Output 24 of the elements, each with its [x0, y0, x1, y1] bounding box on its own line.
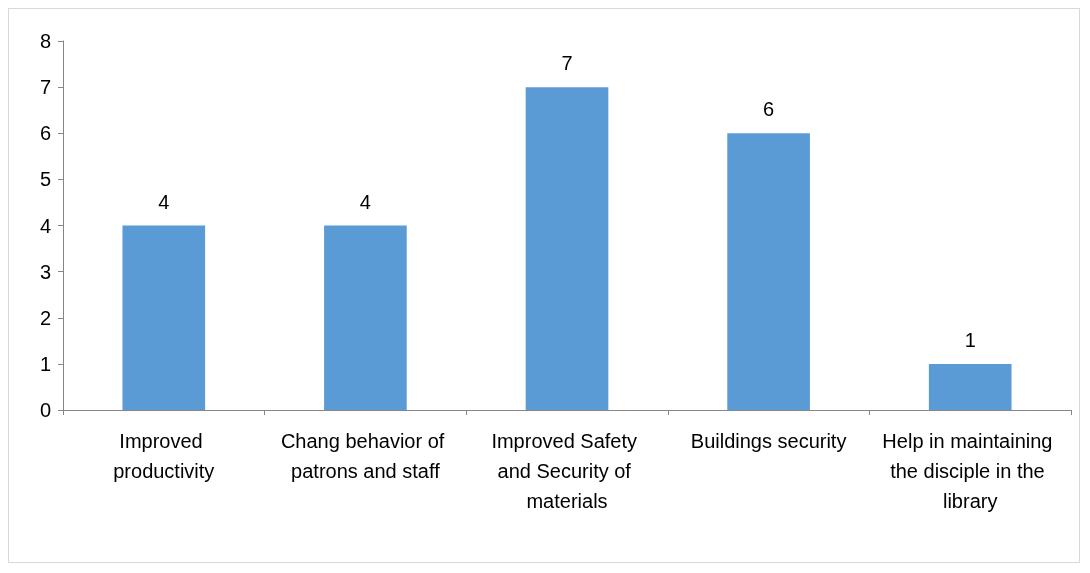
data-label: 6 [763, 98, 775, 121]
y-tick-label: 2 [39, 306, 51, 329]
bar [122, 225, 206, 410]
bar [525, 87, 609, 410]
bar [324, 225, 407, 410]
y-tick-label: 3 [39, 260, 51, 283]
y-tick-label: 5 [39, 168, 51, 191]
y-tick-label: 7 [39, 76, 51, 99]
bar [928, 363, 1012, 410]
data-label: 4 [158, 190, 170, 213]
y-tick-label: 1 [39, 352, 51, 375]
data-label: 7 [561, 52, 573, 75]
data-label: 1 [964, 328, 976, 351]
bar [727, 133, 810, 410]
y-tick-label: 6 [39, 122, 51, 145]
y-tick-label: 8 [39, 30, 51, 52]
y-tick-label: 0 [39, 399, 51, 421]
x-tick-label: Improved productivity [113, 430, 215, 482]
data-label: 4 [359, 190, 371, 213]
y-tick-label: 4 [39, 214, 51, 237]
x-tick-label: Improved Safety and Security of materials [491, 430, 643, 512]
x-tick-label: Help in maintaining the disciple in the library [882, 430, 1059, 512]
x-tick-label: Buildings security [690, 430, 847, 452]
x-tick-label: Chang behavior of patrons and staff [280, 430, 450, 482]
